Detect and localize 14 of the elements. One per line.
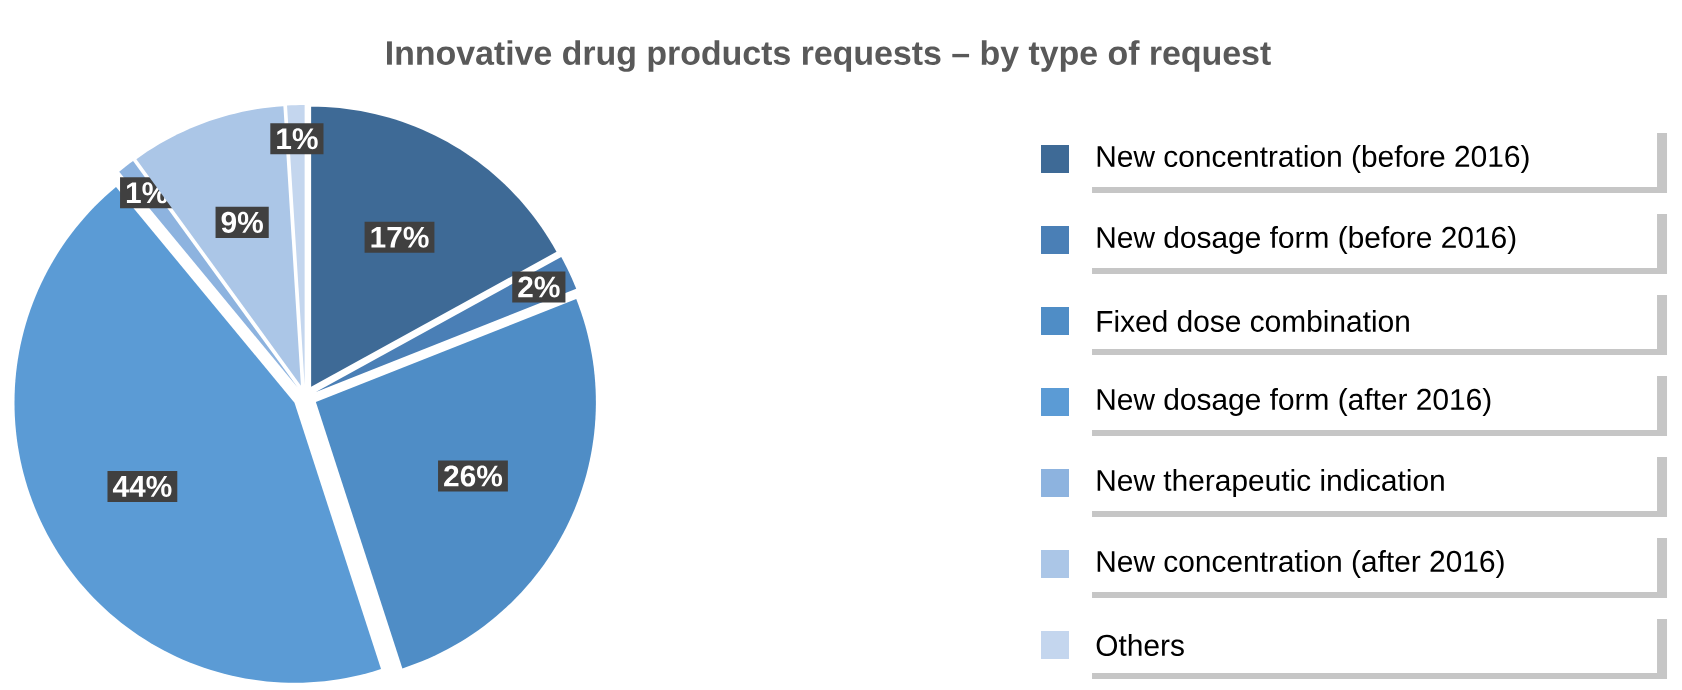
legend-label: Fixed dose combination [1097, 310, 1409, 332]
legend-label: New therapeutic indication [1097, 469, 1444, 497]
legend-label: New concentration (before 2016) [1097, 145, 1529, 173]
data-label: 1% [277, 128, 318, 150]
legend-label: New dosage form (before 2016) [1097, 226, 1516, 254]
data-label: 17% [371, 226, 429, 248]
legend-label: New dosage form (after 2016) [1097, 388, 1491, 416]
chart-title: Innovative drug products requests – by type of request [387, 40, 1271, 72]
data-label: 26% [444, 465, 503, 487]
data-label: 2% [518, 276, 560, 298]
data-label: 44% [112, 475, 172, 497]
data-label: 9% [221, 211, 263, 233]
legend-label: New concentration (after 2016) [1097, 550, 1504, 578]
legend-label: Others [1096, 634, 1184, 656]
